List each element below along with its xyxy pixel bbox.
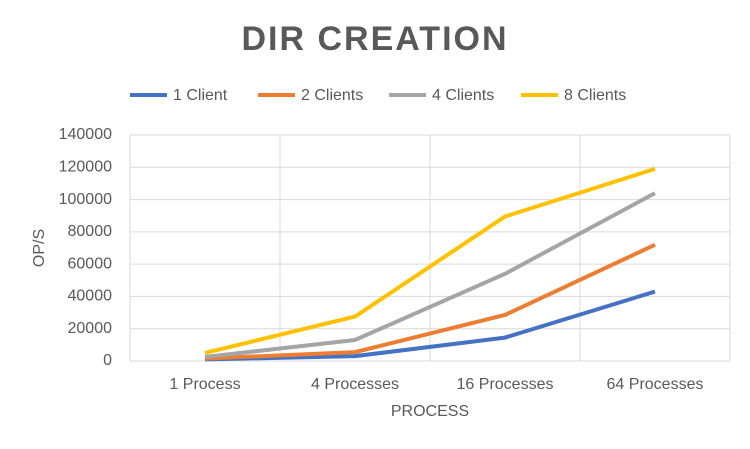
series-line — [204, 242, 656, 361]
x-tick-label: 64 Processes — [607, 376, 704, 393]
y-tick-label: 60000 — [68, 255, 113, 272]
x-tick-label: 16 Processes — [457, 376, 554, 393]
legend-label: 4 Clients — [432, 87, 494, 104]
x-axis-title: PROCESS — [391, 403, 469, 420]
x-tick-label: 1 Process — [169, 376, 240, 393]
y-axis-title: OP/S — [31, 229, 48, 267]
y-tick-label: 0 — [103, 352, 112, 369]
y-tick-label: 100000 — [59, 191, 112, 208]
series-line — [204, 166, 656, 355]
y-tick-label: 20000 — [68, 320, 113, 337]
legend-label: 8 Clients — [564, 87, 626, 104]
chart-title: DIR CREATION — [241, 20, 508, 58]
x-tick-label: 4 Processes — [311, 376, 399, 393]
y-tick-label: 80000 — [68, 223, 113, 240]
legend-label: 1 Client — [173, 87, 228, 104]
legend-label: 2 Clients — [301, 87, 363, 104]
y-tick-label: 140000 — [59, 126, 112, 143]
series-line — [204, 289, 656, 362]
y-tick-label: 40000 — [68, 288, 113, 305]
y-tick-label: 120000 — [59, 159, 112, 176]
series-line — [204, 191, 656, 359]
